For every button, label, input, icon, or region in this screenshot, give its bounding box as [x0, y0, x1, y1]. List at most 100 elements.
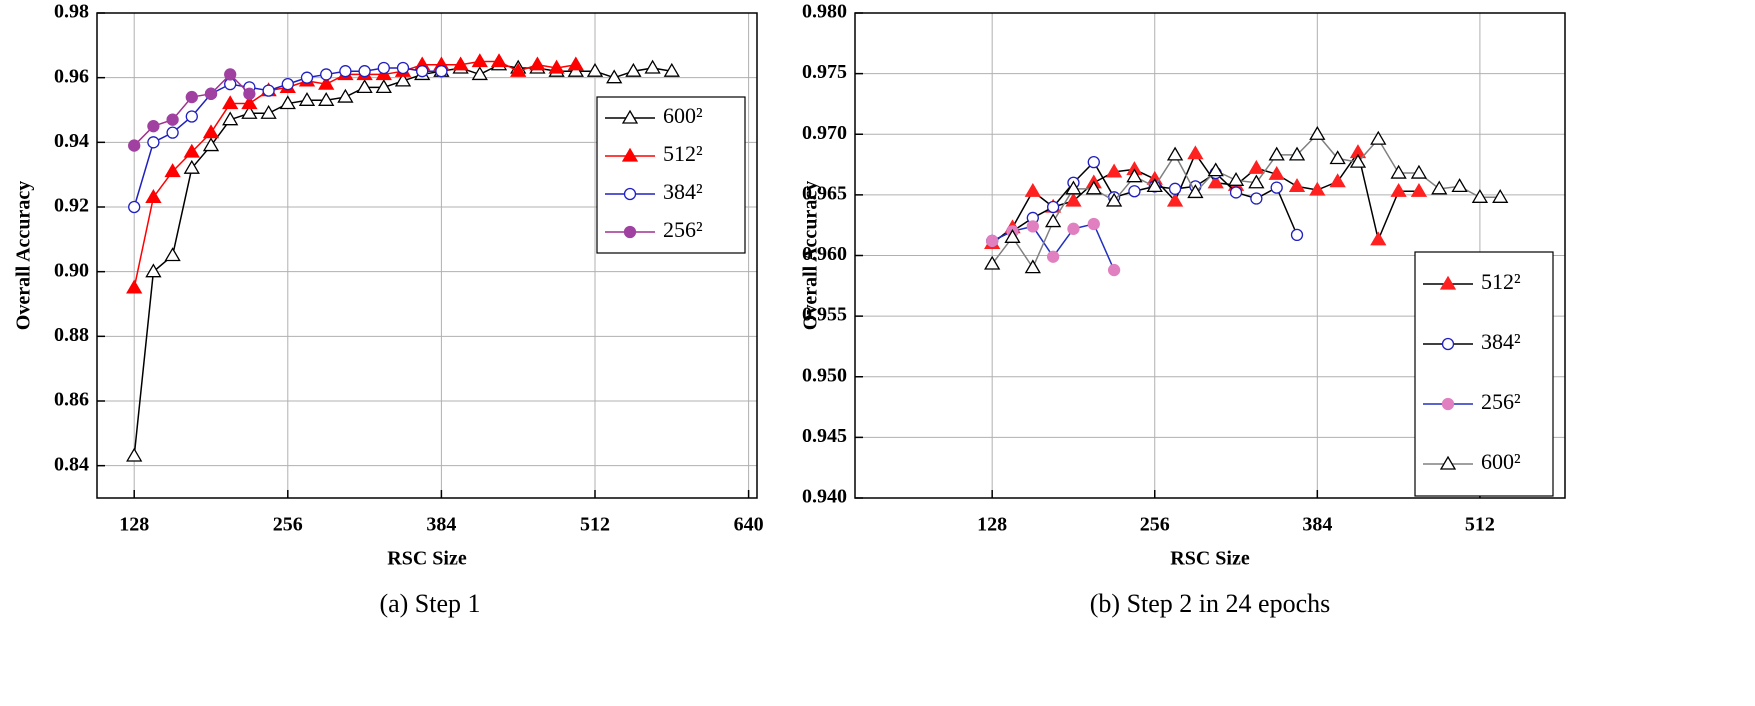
caption: (a) Step 1 — [379, 589, 480, 618]
legend-marker — [1439, 455, 1457, 470]
data-point — [1349, 153, 1367, 168]
data-point — [166, 113, 179, 126]
x-tick-label: 640 — [734, 514, 764, 536]
data-point — [298, 92, 316, 106]
data-point — [164, 247, 181, 262]
data-point — [416, 65, 429, 78]
x-tick-label: 256 — [1140, 514, 1170, 536]
data-point — [128, 200, 141, 214]
y-tick-label: 0.980 — [802, 1, 847, 23]
data-point — [1128, 185, 1141, 198]
data-point — [318, 75, 335, 90]
y-tick-label: 0.960 — [802, 243, 847, 265]
data-point — [644, 59, 661, 74]
data-point — [1087, 217, 1100, 231]
data-point — [1431, 180, 1448, 195]
data-point — [1207, 162, 1224, 177]
data-point — [1229, 186, 1243, 199]
legend-marker — [623, 187, 637, 201]
y-tick-label: 0.940 — [802, 486, 847, 508]
data-point — [1168, 182, 1182, 195]
y-tick-label: 0.84 — [54, 453, 89, 475]
data-point — [222, 95, 239, 110]
data-point — [260, 104, 277, 119]
data-point — [128, 139, 141, 152]
y-tick-label: 0.98 — [54, 1, 89, 23]
x-tick-label: 512 — [1465, 514, 1495, 536]
data-point — [243, 87, 256, 100]
data-point — [1187, 145, 1204, 160]
data-point — [529, 56, 546, 71]
data-point — [1309, 181, 1326, 196]
data-point — [1024, 259, 1041, 274]
legend-label: 384² — [663, 179, 703, 204]
data-point — [1370, 231, 1387, 246]
data-point — [1187, 184, 1204, 199]
data-point — [126, 447, 143, 462]
data-point — [126, 279, 143, 294]
y-tick-label: 0.94 — [54, 130, 89, 152]
data-point — [281, 77, 294, 91]
y-tick-label: 0.92 — [54, 195, 89, 217]
legend-marker — [621, 147, 639, 162]
data-point — [1085, 180, 1102, 195]
data-point — [1004, 229, 1021, 243]
data-point — [202, 124, 220, 139]
legend-box — [596, 96, 746, 254]
data-point — [1270, 181, 1283, 194]
data-point — [1288, 146, 1306, 161]
data-point — [1248, 174, 1265, 189]
data-point — [1329, 150, 1346, 165]
plot-frame — [854, 12, 1566, 499]
legend-label: 256² — [1481, 389, 1521, 414]
data-point — [1451, 178, 1468, 193]
data-point — [1410, 182, 1428, 197]
data-point — [1105, 192, 1123, 207]
data-point — [1024, 182, 1041, 197]
data-point — [606, 69, 623, 84]
x-tick-label: 128 — [977, 514, 1007, 536]
data-point — [1046, 250, 1060, 263]
data-point — [202, 137, 220, 152]
data-point — [1227, 172, 1245, 186]
data-point — [510, 62, 527, 77]
data-point — [1410, 164, 1428, 179]
y-tick-label: 0.96 — [54, 65, 89, 87]
data-point — [1390, 182, 1407, 197]
data-point — [1492, 189, 1509, 203]
plot-frame — [96, 12, 758, 499]
data-point — [241, 95, 258, 110]
data-point — [1045, 213, 1062, 228]
data-point — [1046, 200, 1060, 214]
data-point — [356, 79, 373, 94]
data-point — [145, 189, 162, 203]
data-point — [1329, 173, 1346, 188]
data-point — [1207, 174, 1224, 189]
data-point — [1250, 192, 1263, 205]
data-point — [339, 65, 352, 78]
data-point — [1067, 222, 1080, 235]
data-point — [318, 92, 335, 106]
data-point — [396, 61, 410, 75]
y-tick-label: 0.970 — [802, 122, 847, 144]
data-point — [471, 66, 488, 81]
x-tick-label: 512 — [580, 514, 610, 536]
data-point — [586, 62, 604, 77]
legend-label: 256² — [663, 217, 703, 242]
legend-label: 600² — [663, 103, 703, 128]
y-tick-label: 0.965 — [802, 182, 847, 204]
legend-label: 384² — [1481, 329, 1521, 354]
data-point — [164, 163, 181, 178]
data-point — [1370, 130, 1387, 145]
data-point — [279, 95, 296, 110]
data-point — [1290, 228, 1304, 242]
data-point — [1126, 168, 1143, 183]
x-tick-label: 384 — [426, 514, 456, 536]
data-point — [1105, 163, 1123, 178]
data-point — [300, 71, 314, 84]
data-point — [548, 59, 565, 74]
data-point — [567, 56, 584, 71]
data-point — [435, 65, 448, 78]
y-tick-label: 0.955 — [802, 304, 847, 326]
